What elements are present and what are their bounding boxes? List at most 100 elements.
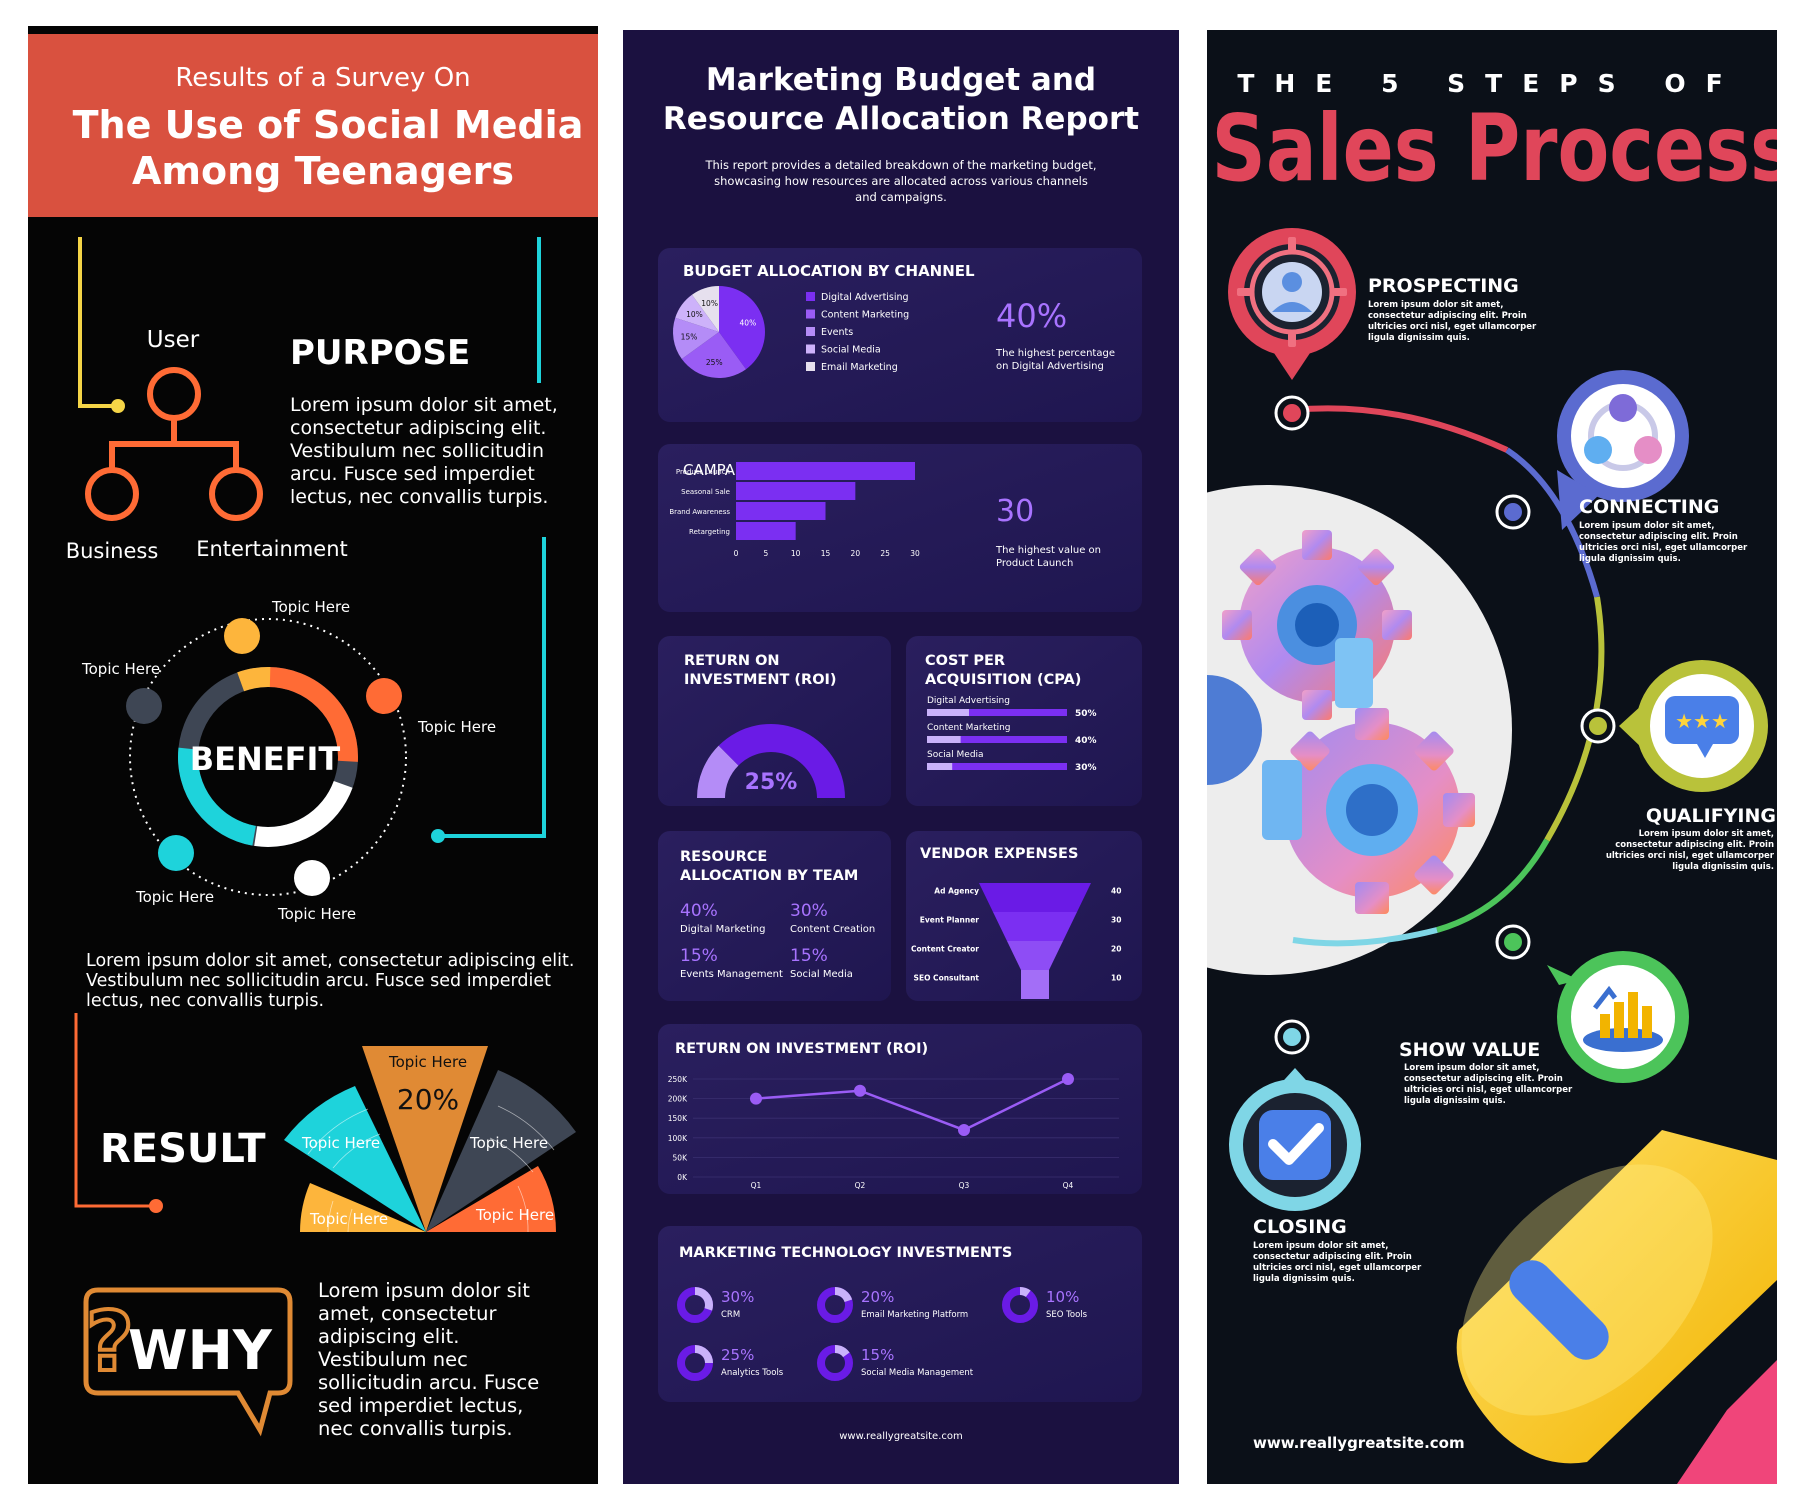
cpa-bar-track <box>927 763 1067 770</box>
sales-footer-link[interactable]: www.reallygreatsite.com <box>1253 1434 1465 1452</box>
team-item-label: Digital Marketing <box>680 924 765 935</box>
roi-y-tick: 200K <box>668 1095 688 1104</box>
purpose-body-line: consectetur adipiscing elit. <box>290 417 546 439</box>
sales-infographic: THE 5 STEPS OF Sales Process <box>1207 30 1777 1484</box>
node-business-label: Business <box>66 539 159 563</box>
team-card <box>658 831 891 1001</box>
team-item-value: 30% <box>790 901 828 921</box>
pie-legend-swatch <box>806 344 815 354</box>
tech-item-label: Analytics Tools <box>721 1368 784 1378</box>
svg-text:?: ? <box>86 1295 134 1390</box>
benefit-topic-dot <box>224 618 260 654</box>
cpa-item-label: Content Marketing <box>927 723 1011 733</box>
question-mark-icon: ? <box>84 1293 136 1392</box>
benefit-orbit <box>129 618 407 896</box>
cpa-item-value: 30% <box>1075 763 1097 773</box>
tech-donut-fill <box>677 1345 713 1381</box>
step-body-line: ultricies orci nisl, eget ullamcorper <box>1404 1085 1573 1095</box>
tech-item-label: CRM <box>721 1310 740 1320</box>
benefit-topic-label: Topic Here <box>417 718 496 736</box>
cpa-item-label: Social Media <box>927 750 984 760</box>
result-highlight-value: 20% <box>397 1083 459 1116</box>
team-item-value: 40% <box>680 901 718 921</box>
roi-point <box>1062 1073 1074 1085</box>
pie-legend-label: Email Marketing <box>821 362 898 373</box>
roi-x-tick: Q1 <box>751 1181 762 1190</box>
step-body-line: consectetur adipiscing elit. Proin <box>1579 532 1738 542</box>
closing-check-icon <box>1229 1068 1361 1211</box>
benefit-topic-label: Topic Here <box>277 905 356 923</box>
tech-donut-fill <box>817 1345 853 1381</box>
roi-gauge-heading-line1: RETURN ON <box>684 653 780 669</box>
why-body-line: Lorem ipsum dolor sit <box>318 1279 530 1302</box>
tech-heading: MARKETING TECHNOLOGY INVESTMENTS <box>679 1245 1012 1261</box>
step-body-line: consectetur adipiscing elit. Proin <box>1615 840 1774 850</box>
svg-text:★★★: ★★★ <box>1675 709 1729 733</box>
campaign-axis-tick: 10 <box>791 549 801 558</box>
funnel-label: Ad Agency <box>934 887 979 896</box>
benefit-topic-label: Topic Here <box>135 888 214 906</box>
pie-slice-label: 25% <box>706 358 723 367</box>
cpa-bar-fill <box>927 709 969 716</box>
team-item-label: Content Creation <box>790 924 875 935</box>
pie-slice-label: 10% <box>686 310 703 319</box>
team-item-label: Events Management <box>680 969 783 980</box>
sales-kicker: THE 5 STEPS OF <box>1237 69 1742 98</box>
gauge-fill-segment <box>697 745 739 798</box>
step-body-line: Lorem ipsum dolor sit amet, <box>1579 521 1714 531</box>
campaign-bar-label: Product Launch <box>676 468 730 476</box>
campaign-bar-label: Brand Awareness <box>669 508 730 516</box>
tech-card <box>658 1226 1142 1402</box>
benefit-topic-label: Topic Here <box>271 598 350 616</box>
step-body-line: consectetur adipiscing elit. Proin <box>1253 1252 1412 1262</box>
campaign-axis-tick: 15 <box>821 549 831 558</box>
step-body-line: ligula dignissim quis. <box>1579 554 1681 564</box>
result-bracket-line <box>74 1013 154 1208</box>
campaign-note-line: Product Launch <box>996 558 1073 569</box>
why-body-line: adipiscing elit. <box>318 1325 459 1348</box>
funnel-value: 10 <box>1111 974 1121 983</box>
tech-item-label: Social Media Management <box>861 1368 974 1378</box>
roi-y-tick: 0K <box>677 1173 688 1182</box>
speech-bubble-icon <box>83 1287 293 1437</box>
step-body-line: ligula dignissim quis. <box>1672 862 1774 872</box>
channel-pie-chart: 40% 25% 15% 10% 10% <box>673 286 765 379</box>
tech-item-value: 10% <box>1046 1288 1079 1306</box>
campaign-highlight-value: 30 <box>996 494 1034 529</box>
cpa-bar-fill <box>927 736 961 743</box>
step-body-line: Lorem ipsum dolor sit amet, <box>1639 829 1774 839</box>
marketing-footer-link[interactable]: www.reallygreatsite.com <box>839 1431 962 1442</box>
org-tree-icon <box>85 367 263 521</box>
funnel-value: 40 <box>1111 887 1121 896</box>
campaign-axis-tick: 5 <box>763 549 768 558</box>
result-heading: RESULT <box>100 1126 266 1172</box>
pie-slice-label: 10% <box>701 299 718 308</box>
tech-item-label: SEO Tools <box>1046 1310 1088 1320</box>
team-item-value: 15% <box>790 946 828 966</box>
step-body-line: ligula dignissim quis. <box>1404 1096 1506 1106</box>
step-name-qualifying: QUALIFYING <box>1646 805 1776 827</box>
pie-legend-swatch <box>806 362 815 371</box>
roi-point <box>958 1123 970 1136</box>
benefit-topic-dot <box>158 835 194 871</box>
step-body-line: ligula dignissim quis. <box>1253 1274 1355 1284</box>
show-value-chart-icon <box>1547 951 1689 1083</box>
channel-card-heading: BUDGET ALLOCATION BY CHANNEL <box>683 262 975 280</box>
funnel-segment <box>993 912 1077 941</box>
megaphone-icon <box>1456 1130 1777 1484</box>
marketing-infographic: Marketing Budget and Resource Allocation… <box>623 30 1179 1484</box>
tech-donut-fill <box>817 1287 853 1323</box>
tech-donut-fill <box>1002 1287 1038 1323</box>
funnel-segment <box>979 883 1091 912</box>
pie-legend-swatch <box>806 292 815 301</box>
pie-legend-swatch <box>806 327 815 336</box>
pie-legend-label: Content Marketing <box>821 310 909 321</box>
marketing-intro-line: This report provides a detailed breakdow… <box>704 158 1096 172</box>
result-segment-label: Topic Here <box>301 1134 380 1152</box>
campaign-axis-tick: 30 <box>910 549 920 558</box>
step-name-show-value: SHOW VALUE <box>1399 1039 1540 1061</box>
cpa-bar-fill <box>927 763 953 770</box>
channel-note-line: The highest percentage <box>995 348 1115 359</box>
cpa-heading-line2: ACQUISITION (CPA) <box>925 672 1081 688</box>
marketing-intro-line: and campaigns. <box>855 190 947 204</box>
